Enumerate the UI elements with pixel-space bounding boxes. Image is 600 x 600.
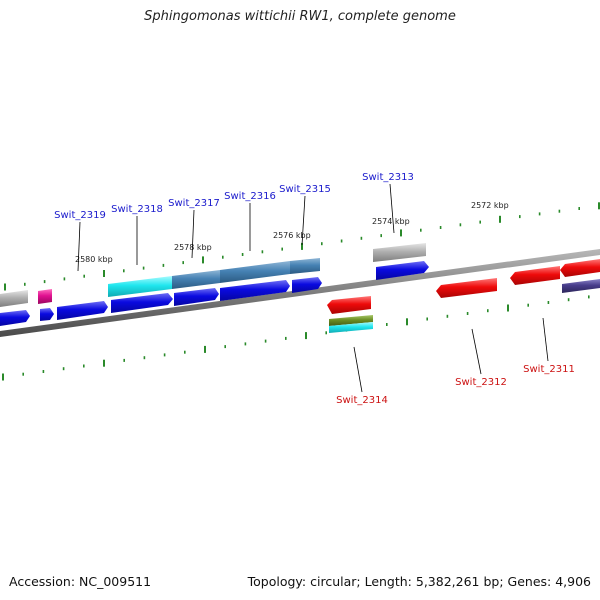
gene-label-swit-2317[interactable]: Swit_2317: [168, 198, 220, 209]
forward-gene-labels: Swit_2319 Swit_2318 Swit_2317 Swit_2316 …: [54, 172, 414, 221]
ruler-label-2580: 2580 kbp: [75, 255, 113, 264]
reverse-gene-arrow[interactable]: [510, 266, 560, 285]
ruler-labels: 2580 kbp 2578 kbp 2576 kbp 2574 kbp 2572…: [75, 201, 509, 264]
forward-gene-arrow-swit-2317[interactable]: [174, 288, 219, 306]
gene-label-swit-2316[interactable]: Swit_2316: [224, 191, 276, 202]
reverse-gene-arrow-swit-2311[interactable]: [560, 259, 600, 277]
forward-gene-arrow-swit-2318[interactable]: [111, 293, 173, 313]
ruler-label-2578: 2578 kbp: [174, 243, 212, 252]
olive-feature-swit-2314[interactable]: [329, 315, 373, 326]
ruler-label-2572: 2572 kbp: [471, 201, 509, 210]
reverse-gene-labels: Swit_2314 Swit_2312 Swit_2311: [336, 364, 575, 406]
gene-label-swit-2314[interactable]: Swit_2314: [336, 395, 388, 406]
forward-gene-arrow-swit-2319[interactable]: [57, 301, 108, 320]
leader-swit-2314: [353, 346, 363, 393]
gene-label-swit-2312[interactable]: Swit_2312: [455, 377, 507, 388]
reverse-gene-row: [327, 259, 600, 314]
gene-label-swit-2315[interactable]: Swit_2315: [279, 184, 331, 195]
forward-feature-row-upper: [0, 243, 426, 307]
steelblue-feature-swit-2316[interactable]: [220, 261, 290, 283]
genome-title: Sphingomonas wittichii RW1, complete gen…: [144, 9, 456, 24]
leader-swit-2312: [471, 328, 482, 375]
reverse-gene-arrow-swit-2312[interactable]: [436, 278, 497, 298]
leader-swit-2315: [301, 195, 306, 246]
cyan-feature-swit-2314[interactable]: [329, 322, 373, 333]
gene-label-swit-2319[interactable]: Swit_2319: [54, 210, 106, 221]
leader-swit-2311: [542, 317, 549, 362]
steelblue-feature-swit-2315[interactable]: [290, 258, 320, 274]
ruler-label-2574: 2574 kbp: [372, 217, 410, 226]
ruler-label-2576: 2576 kbp: [273, 231, 311, 240]
leader-swit-2317: [191, 209, 195, 259]
grey-feature[interactable]: [0, 290, 28, 307]
leader-swit-2313: [389, 183, 395, 234]
leader-swit-2319: [77, 221, 81, 272]
forward-gene-arrow[interactable]: [40, 308, 54, 321]
outer-tick-track: [4, 202, 600, 291]
forward-gene-arrow-swit-2316[interactable]: [220, 280, 290, 301]
reverse-feature-row: [329, 279, 600, 333]
accession-text: Accession: NC_009511: [9, 574, 152, 589]
cyan-feature-swit-2318[interactable]: [108, 276, 172, 297]
gene-label-swit-2313[interactable]: Swit_2313: [362, 172, 414, 183]
label-leaders: [77, 183, 549, 393]
magenta-feature[interactable]: [38, 289, 52, 304]
genome-summary-text: Topology: circular; Length: 5,382,261 bp…: [247, 574, 591, 589]
grey-feature-swit-2313[interactable]: [373, 243, 426, 262]
slate-feature-swit-2311[interactable]: [562, 279, 600, 293]
dna-backbone: [0, 249, 600, 337]
forward-gene-arrow-swit-2313[interactable]: [376, 261, 429, 280]
forward-gene-row: [0, 261, 429, 326]
steelblue-feature-swit-2317[interactable]: [172, 270, 220, 289]
forward-gene-arrow-swit-2315[interactable]: [292, 277, 322, 293]
gene-label-swit-2311[interactable]: Swit_2311: [523, 364, 575, 375]
forward-gene-arrow[interactable]: [0, 310, 30, 326]
gene-label-swit-2318[interactable]: Swit_2318: [111, 204, 163, 215]
reverse-gene-arrow-swit-2314[interactable]: [327, 296, 371, 314]
